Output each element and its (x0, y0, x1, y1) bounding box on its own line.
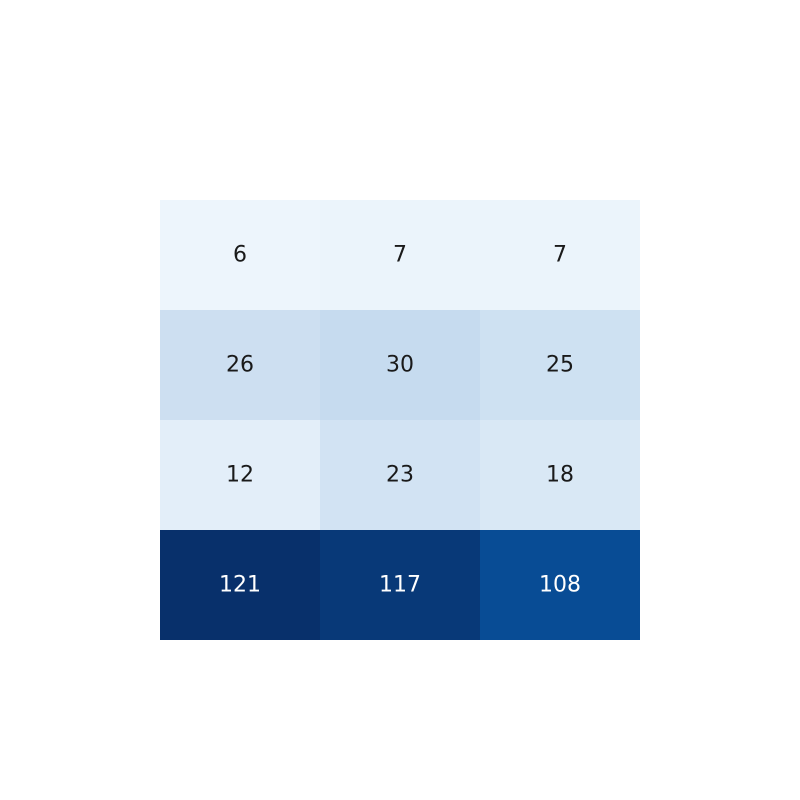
heatmap-cell-r0-c0 (160, 200, 320, 310)
heatmap-cell-label-r2-c1: 23 (386, 463, 414, 488)
heatmap-cell-label-r0-c2: 7 (553, 243, 567, 268)
heatmap-cell-labels: 6 7 7 26 30 25 12 23 18 121 117 108 (219, 243, 581, 598)
heatmap-cell-label-r0-c0: 6 (233, 243, 247, 268)
heatmap-cell-r0-c1 (320, 200, 480, 310)
heatmap-cell-r1-c1 (320, 310, 480, 420)
heatmap-cells (160, 200, 640, 640)
heatmap-cell-r3-c1 (320, 530, 480, 640)
heatmap-cell-label-r1-c2: 25 (546, 353, 574, 378)
heatmap-cell-label-r1-c0: 26 (226, 353, 254, 378)
heatmap-cell-label-r0-c1: 7 (393, 243, 407, 268)
heatmap-cell-r0-c2 (480, 200, 640, 310)
heatmap-cell-label-r3-c0: 121 (219, 573, 261, 598)
heatmap-cell-label-r3-c2: 108 (539, 573, 581, 598)
heatmap-cell-r2-c1 (320, 420, 480, 530)
heatmap-cell-r2-c2 (480, 420, 640, 530)
heatmap-cell-r1-c0 (160, 310, 320, 420)
heatmap-cell-r2-c0 (160, 420, 320, 530)
heatmap-cell-label-r2-c2: 18 (546, 463, 574, 488)
heatmap-cell-label-r2-c0: 12 (226, 463, 254, 488)
heatmap-cell-label-r1-c1: 30 (386, 353, 414, 378)
heatmap-cell-r3-c0 (160, 530, 320, 640)
heatmap-cell-label-r3-c1: 117 (379, 573, 421, 598)
heatmap-cell-r1-c2 (480, 310, 640, 420)
heatmap-cell-r3-c2 (480, 530, 640, 640)
